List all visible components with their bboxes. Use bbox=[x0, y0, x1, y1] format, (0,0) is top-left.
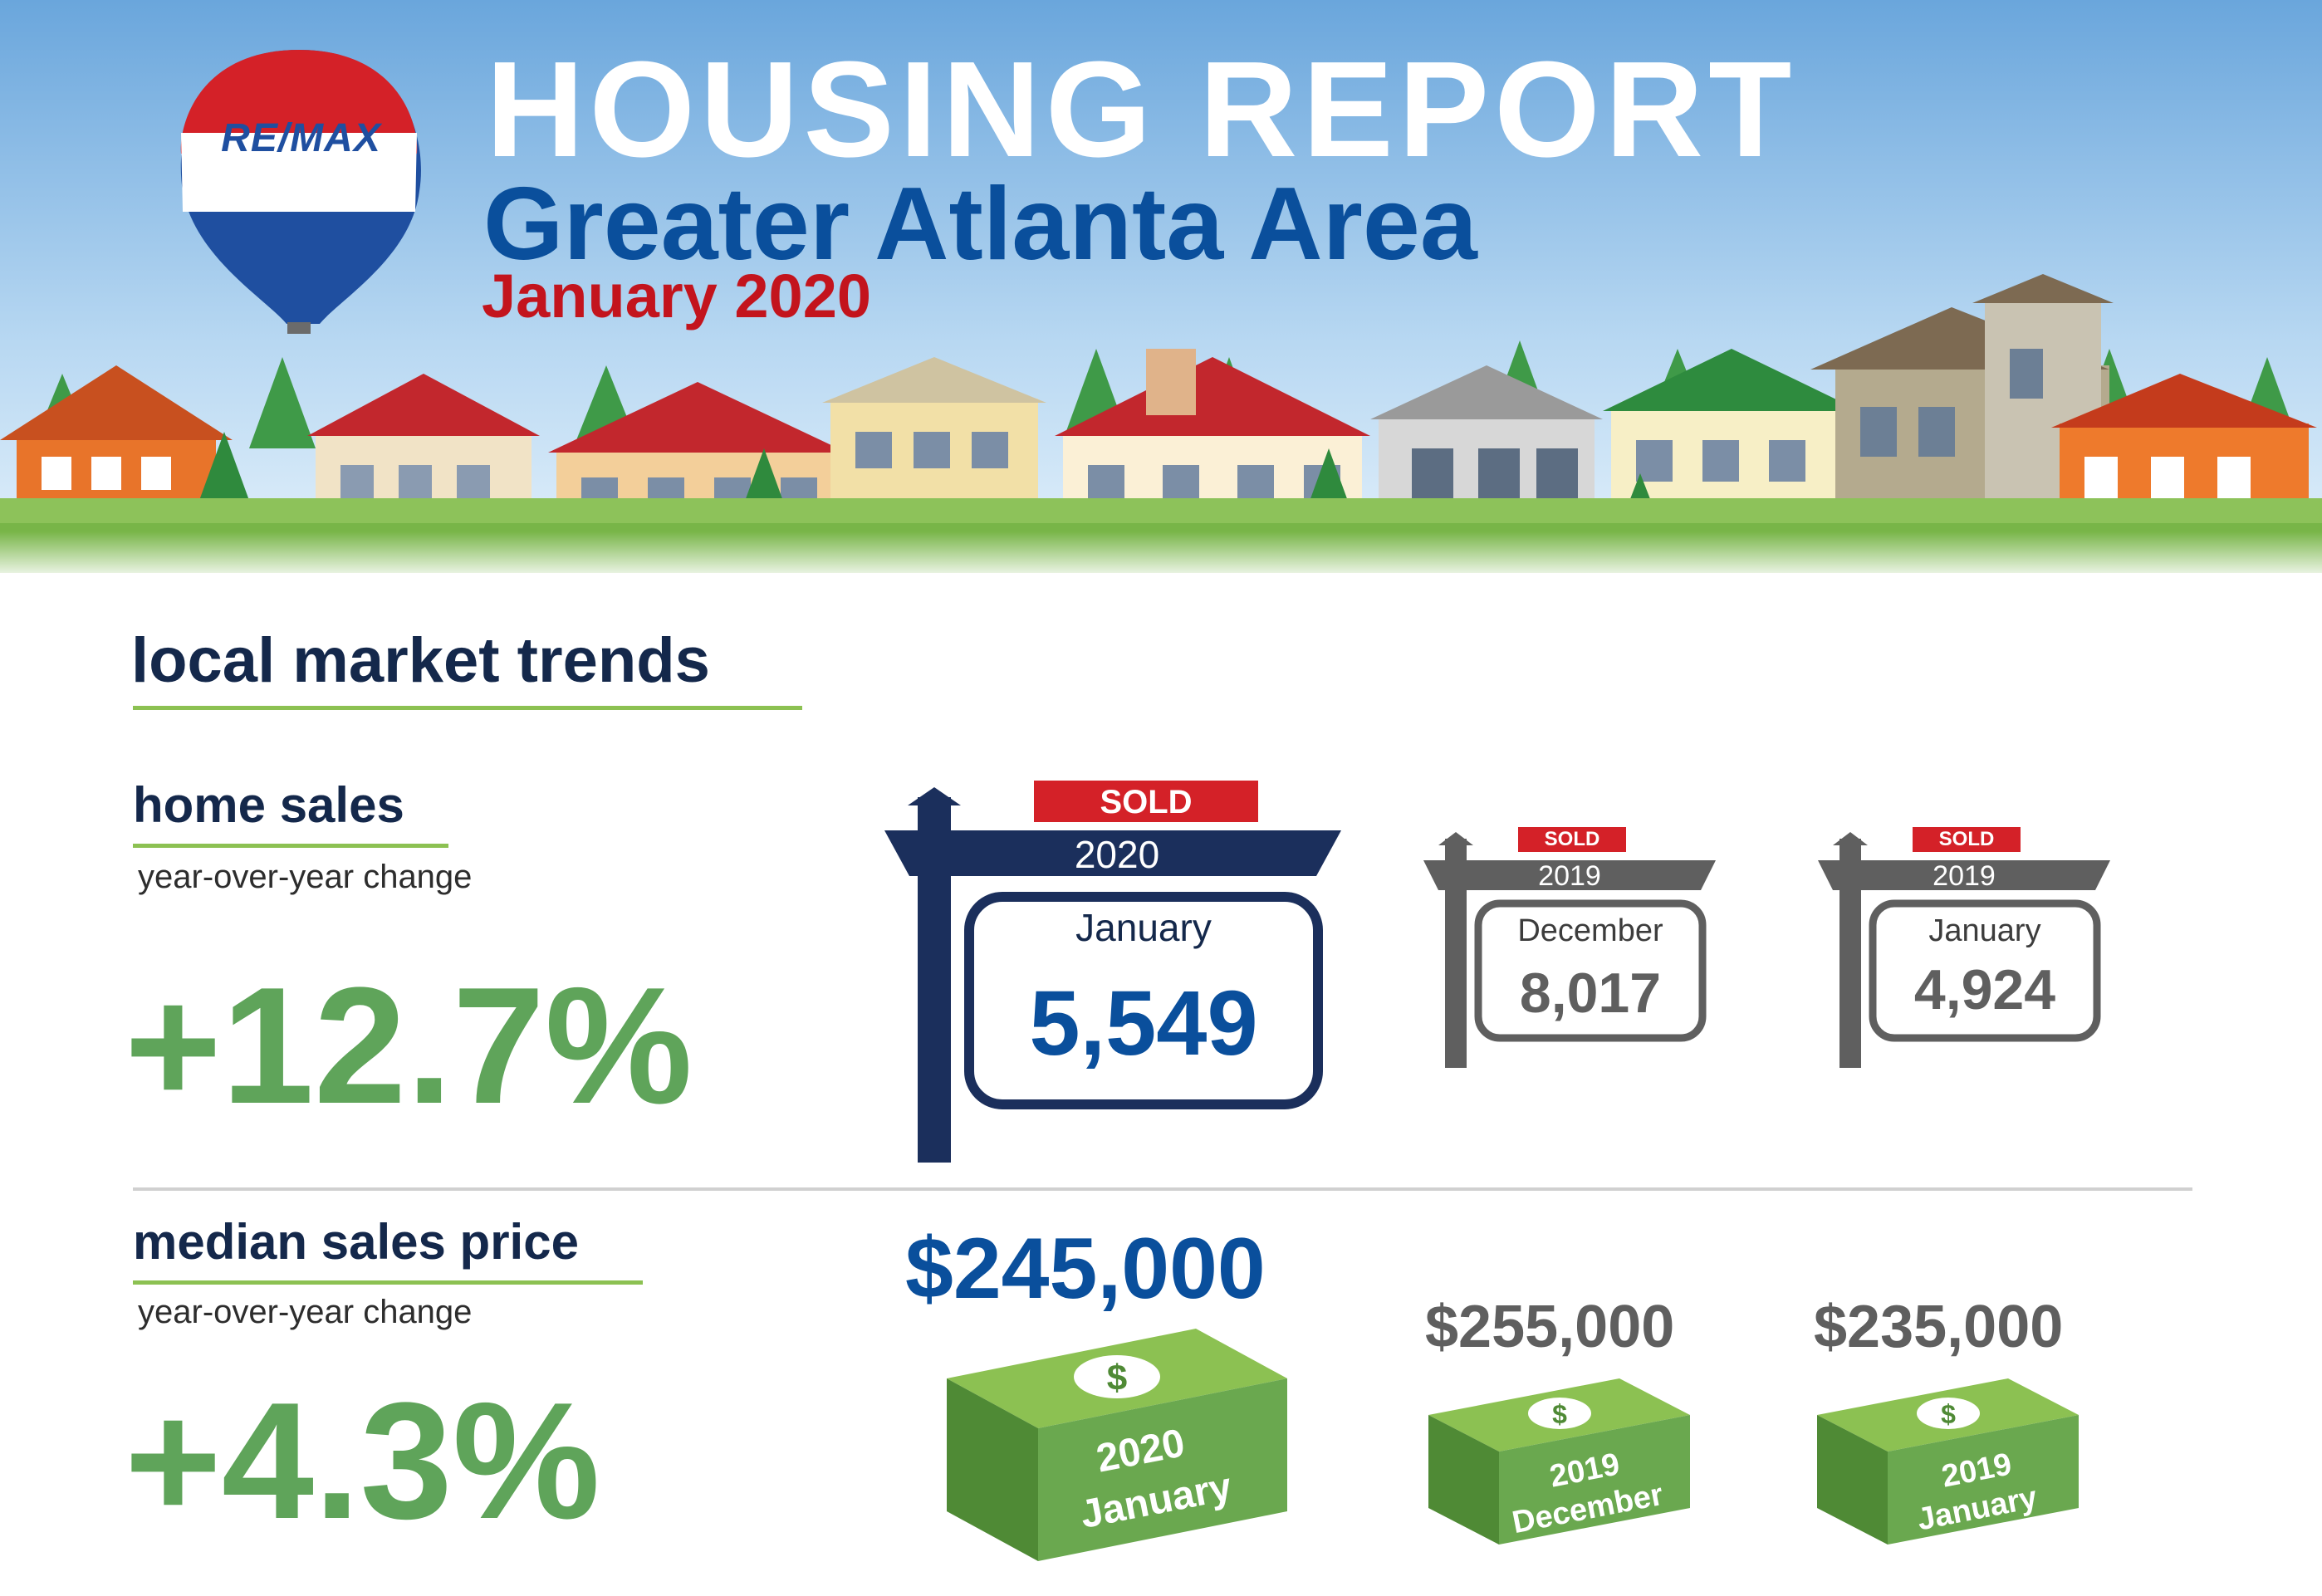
sold-sign-icon bbox=[884, 781, 1341, 1163]
sign-badge-label: SOLD bbox=[1544, 828, 1600, 850]
median-price-yoy-label: year-over-year change bbox=[138, 1294, 473, 1330]
money-stack-icon: $ bbox=[947, 1329, 1287, 1561]
remax-balloon-logo bbox=[180, 50, 421, 334]
median-price-underline bbox=[133, 1280, 643, 1285]
money-stack-icon: $ bbox=[1428, 1378, 1690, 1545]
sold-sign-2020-january: SOLD 2020 January 5,549 bbox=[876, 781, 1341, 1163]
section-divider bbox=[133, 1187, 2192, 1191]
sign-month: December bbox=[1517, 913, 1663, 948]
money-stack-icon: $ bbox=[1817, 1378, 2079, 1545]
median-price-heading: median sales price bbox=[133, 1214, 579, 1270]
money-stack-2019-december: $ 2019 December bbox=[1428, 1378, 1694, 1545]
price-2020-january: $245,000 bbox=[905, 1221, 1266, 1317]
money-stack-2020-january: $ 2020 January bbox=[947, 1329, 1296, 1561]
sign-badge-label: SOLD bbox=[1100, 784, 1193, 820]
sign-year: 2020 bbox=[1074, 833, 1160, 876]
sign-value: 5,549 bbox=[1029, 972, 1258, 1075]
sold-sign-icon bbox=[1818, 827, 2110, 1068]
home-sales-heading: home sales bbox=[133, 777, 404, 833]
header-banner: RE/MAX bbox=[0, 0, 2322, 581]
neighborhood-illustration bbox=[0, 0, 2322, 581]
svg-text:$: $ bbox=[1107, 1358, 1127, 1398]
sign-year: 2019 bbox=[1933, 860, 1996, 892]
money-stack-2019-january: $ 2019 January bbox=[1817, 1378, 2083, 1545]
report-title: HOUSING REPORT bbox=[486, 33, 1797, 185]
sign-year: 2019 bbox=[1538, 860, 1601, 892]
report-subtitle: Greater Atlanta Area bbox=[483, 167, 1477, 282]
sold-sign-2019-december: SOLD 2019 December 8,017 bbox=[1420, 827, 1719, 1068]
home-sales-change: +12.7% bbox=[125, 953, 693, 1138]
sign-badge-label: SOLD bbox=[1938, 828, 1995, 850]
section-title-underline bbox=[133, 706, 802, 710]
sold-sign-icon bbox=[1423, 827, 1716, 1068]
home-sales-yoy-label: year-over-year change bbox=[138, 859, 473, 895]
svg-text:$: $ bbox=[1552, 1399, 1567, 1429]
price-2019-january: $235,000 bbox=[1814, 1294, 2064, 1360]
sign-month: January bbox=[1928, 913, 2041, 948]
svg-text:$: $ bbox=[1941, 1399, 1956, 1429]
report-period: January 2020 bbox=[482, 262, 872, 330]
sign-value: 8,017 bbox=[1519, 962, 1662, 1025]
logo-text: RE/MAX bbox=[221, 116, 381, 160]
section-title: local market trends bbox=[131, 625, 710, 696]
sign-value: 4,924 bbox=[1913, 958, 2056, 1021]
home-sales-underline bbox=[133, 844, 448, 848]
price-2019-december: $255,000 bbox=[1425, 1294, 1675, 1360]
sold-sign-2019-january: SOLD 2019 January 4,924 bbox=[1815, 827, 2114, 1068]
median-price-change: +4.3% bbox=[125, 1368, 600, 1554]
sign-month: January bbox=[1075, 906, 1212, 949]
